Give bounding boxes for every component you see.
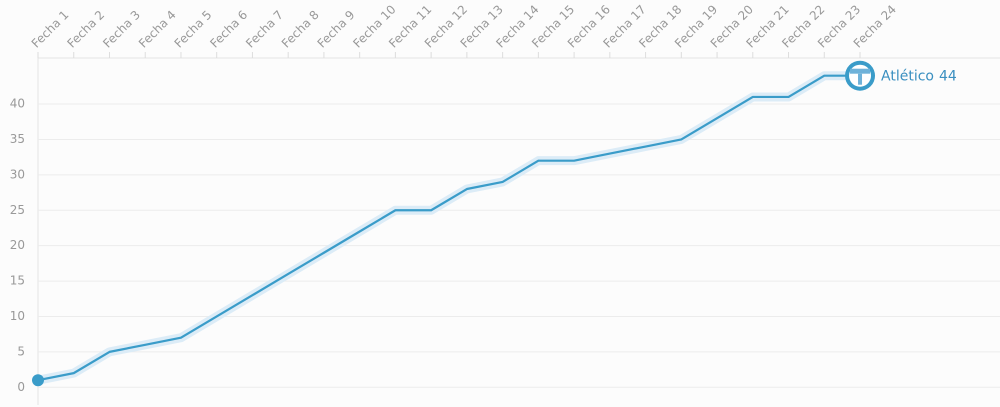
start-marker bbox=[32, 374, 44, 387]
y-tick-label: 35 bbox=[10, 132, 25, 146]
y-tick-label: 15 bbox=[10, 274, 25, 288]
y-tick-label: 30 bbox=[10, 167, 25, 181]
logo-band bbox=[850, 68, 871, 74]
y-tick-label: 5 bbox=[17, 344, 25, 358]
y-tick-label: 40 bbox=[10, 97, 25, 111]
y-tick-label: 0 bbox=[17, 380, 25, 394]
series-name: Atlético bbox=[881, 69, 934, 85]
end-label: Atlético 44 bbox=[881, 69, 957, 85]
y-tick-label: 20 bbox=[10, 238, 25, 252]
y-tick-label: 25 bbox=[10, 203, 25, 217]
y-tick-label: 10 bbox=[10, 309, 25, 323]
end-value: 44 bbox=[939, 69, 957, 85]
team-logo bbox=[845, 60, 876, 91]
series-line bbox=[37, 74, 861, 382]
logo-bar bbox=[858, 73, 863, 85]
